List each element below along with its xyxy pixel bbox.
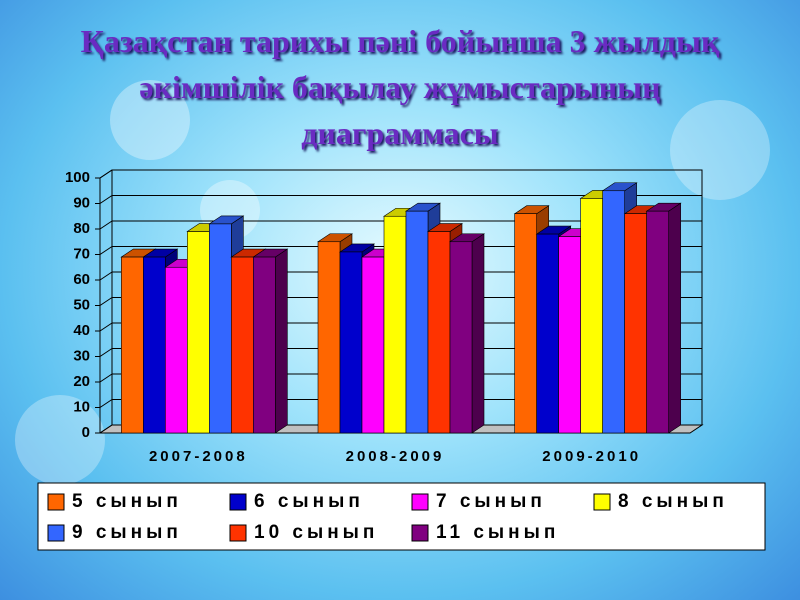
bar [624, 213, 647, 434]
grid-depth [99, 322, 113, 332]
x-tick-label: 2008-2009 [346, 448, 445, 465]
legend-swatch [229, 524, 247, 542]
bar-side [668, 202, 681, 434]
legend-box [37, 482, 766, 551]
legend-label: 9 сынып [72, 522, 182, 543]
grid-depth [99, 399, 113, 408]
y-tick-label: 90 [73, 194, 90, 211]
sparkle [110, 80, 190, 160]
chart-title: Қазақстан тарихы пәні бойынша 3 жылдық ә… [80, 23, 720, 151]
legend-swatch [411, 493, 429, 511]
bar [383, 215, 407, 434]
grid-depth [99, 195, 113, 204]
bar [317, 241, 341, 434]
bar [253, 256, 276, 434]
sparkle [15, 395, 105, 485]
bar [143, 256, 166, 434]
bar [165, 266, 188, 434]
bar-side [275, 248, 288, 434]
y-tick-label: 70 [73, 245, 90, 262]
y-tick-label: 60 [73, 271, 90, 288]
x-tick-label: 2007-2008 [149, 448, 248, 465]
y-tick-label: 40 [73, 322, 90, 339]
grid-depth [99, 271, 113, 281]
bar [514, 213, 537, 434]
grid-depth [99, 169, 113, 179]
y-tick-label: 10 [73, 398, 90, 415]
bar [405, 210, 429, 434]
y-tick-label: 50 [73, 296, 90, 313]
bar [231, 256, 254, 434]
legend-label: 7 сынып [436, 491, 546, 512]
sparkle [670, 100, 770, 200]
bar-side [471, 233, 485, 434]
legend-label: 11 сынып [436, 522, 559, 543]
x-tick-label: 2009-2010 [542, 448, 641, 465]
bar [121, 256, 144, 434]
bar [646, 210, 669, 434]
bar [209, 223, 232, 434]
y-tick-label: 0 [82, 424, 90, 441]
bar [339, 251, 363, 434]
bar [427, 231, 451, 434]
legend-label: 6 сынып [254, 491, 364, 512]
grid-depth [99, 424, 113, 434]
bar [580, 198, 603, 434]
bar [361, 256, 385, 434]
legend-swatch [593, 493, 611, 511]
y-tick-label: 30 [73, 347, 90, 364]
legend-swatch [229, 493, 247, 511]
bar [449, 241, 473, 434]
bar [558, 236, 581, 434]
legend-label: 8 сынып [618, 491, 728, 512]
grid-depth [99, 246, 113, 255]
y-tick-label: 80 [73, 220, 90, 237]
grid-depth [99, 297, 113, 306]
grid-depth [99, 220, 113, 230]
y-tick-label: 100 [65, 169, 90, 186]
legend-swatch [411, 524, 429, 542]
bar [602, 190, 625, 434]
bar [187, 231, 210, 434]
legend-label: 10 сынып [254, 522, 378, 543]
legend-label: 5 сынып [72, 491, 182, 512]
y-tick-label: 20 [73, 373, 90, 390]
legend-swatch [47, 493, 65, 511]
bar [536, 233, 559, 434]
legend-swatch [47, 524, 65, 542]
grid-depth [99, 348, 113, 357]
grid-depth [99, 373, 113, 383]
